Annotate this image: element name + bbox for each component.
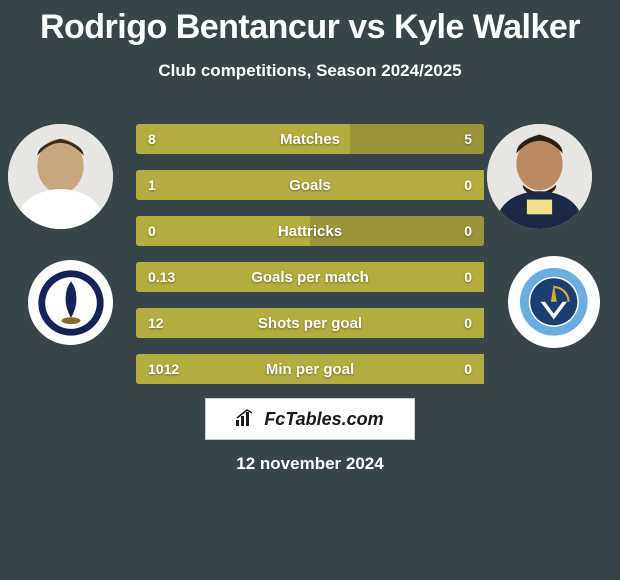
comparison-chart: 85Matches 10Goals 00Hattricks 0.130Goals pe… (136, 124, 484, 400)
stat-label: Goals (136, 170, 484, 200)
footer-date: 12 november 2024 (0, 454, 620, 474)
stat-label: Shots per goal (136, 308, 484, 338)
stat-row: 10120Min per goal (136, 354, 484, 384)
stat-row: 85Matches (136, 124, 484, 154)
chart-icon (236, 408, 258, 431)
site-logo: FcTables.com (205, 398, 415, 440)
page-title: Rodrigo Bentancur vs Kyle Walker (0, 0, 620, 47)
club-right-badge (508, 256, 600, 348)
stat-label: Min per goal (136, 354, 484, 384)
player-left-avatar (8, 124, 113, 229)
stat-label: Goals per match (136, 262, 484, 292)
stat-label: Matches (136, 124, 484, 154)
stat-row: 120Shots per goal (136, 308, 484, 338)
site-name: FcTables.com (264, 409, 383, 430)
club-left-badge (28, 260, 113, 345)
page-subtitle: Club competitions, Season 2024/2025 (0, 61, 620, 81)
stat-row: 10Goals (136, 170, 484, 200)
player-right-avatar (487, 124, 592, 229)
stat-row: 0.130Goals per match (136, 262, 484, 292)
stat-row: 00Hattricks (136, 216, 484, 246)
stat-label: Hattricks (136, 216, 484, 246)
